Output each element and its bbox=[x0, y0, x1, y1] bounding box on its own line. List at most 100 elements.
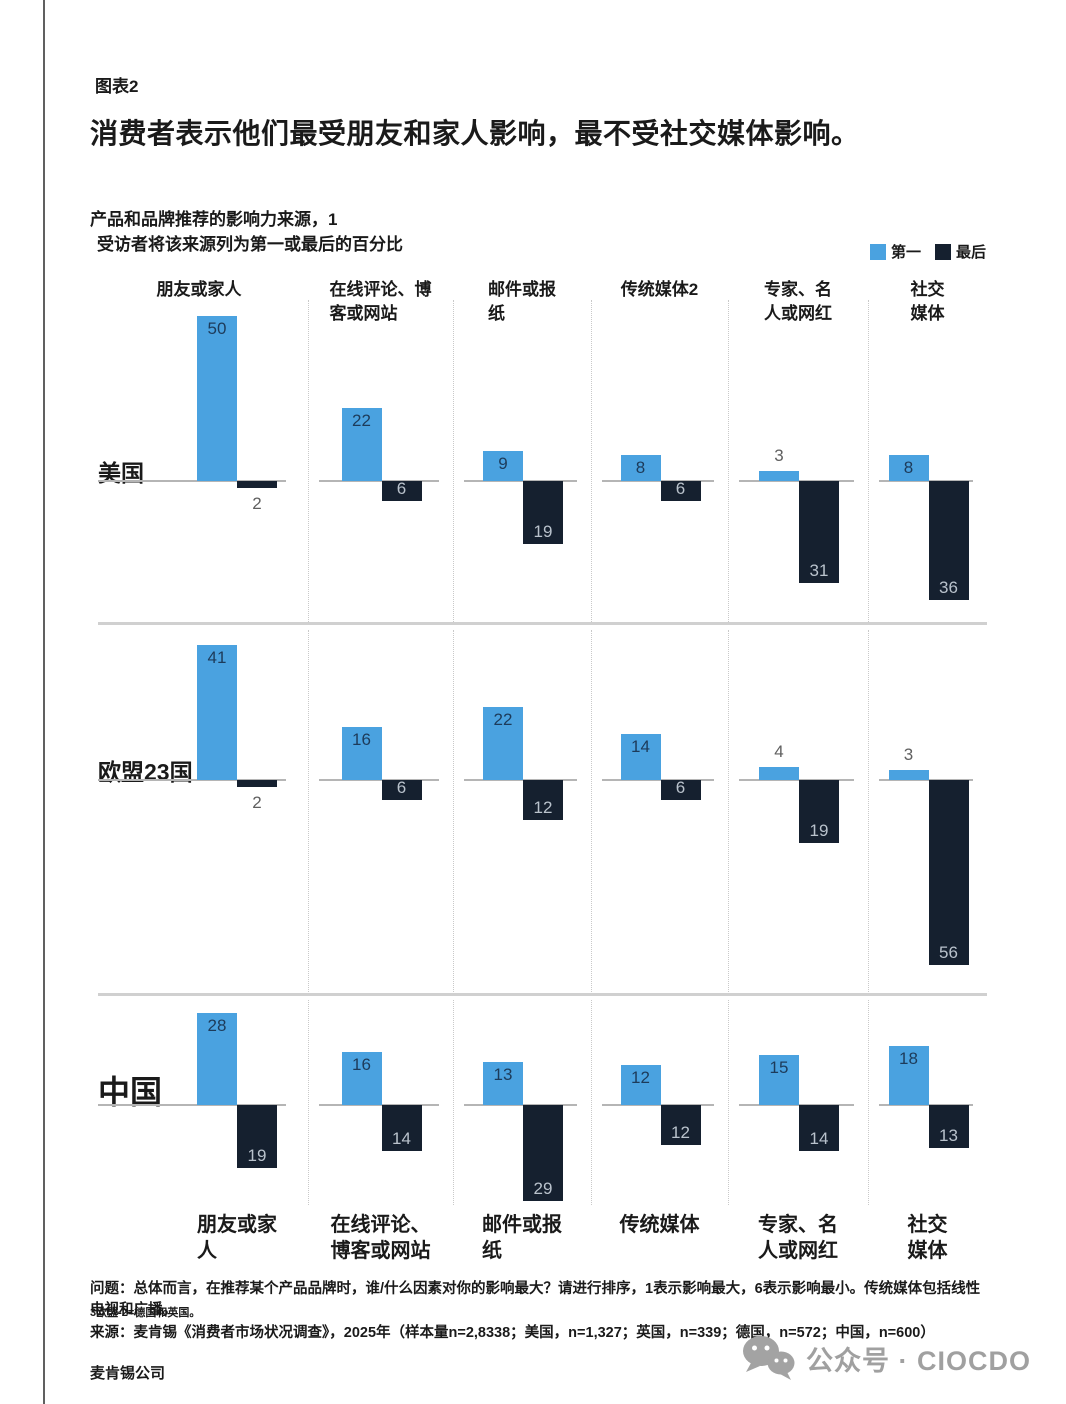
bottom-label-cell: 朋友或家 人 bbox=[98, 1206, 308, 1284]
value-label-first: 50 bbox=[207, 319, 227, 338]
axis-line bbox=[319, 480, 439, 482]
axis-line bbox=[879, 1104, 973, 1106]
value-label-last: 2 bbox=[252, 494, 262, 513]
value-label-last: 6 bbox=[675, 479, 686, 498]
chart-cell: 12 12 bbox=[591, 1000, 728, 1205]
legend-last-label: 最后 bbox=[956, 244, 987, 261]
bar-first: 8 bbox=[888, 455, 929, 481]
column-header: 朋友或家人 bbox=[156, 280, 242, 299]
row-separator bbox=[98, 622, 987, 625]
value-label-last: 13 bbox=[939, 1126, 958, 1145]
bar-last: 19 bbox=[799, 780, 839, 843]
company-name: 麦肯锡公司 bbox=[90, 1365, 166, 1382]
chart-cell: 9 19 bbox=[453, 300, 591, 622]
bar-last: 19 bbox=[523, 481, 563, 544]
wechat-icon bbox=[740, 1334, 796, 1382]
bottom-label-cell: 邮件或报 纸 bbox=[453, 1206, 591, 1284]
column-header: 在线评论、博 客或网站 bbox=[329, 280, 432, 323]
value-label-last: 6 bbox=[396, 479, 407, 498]
bar-first bbox=[888, 770, 929, 780]
axis-line bbox=[739, 480, 854, 482]
bar-last: 31 bbox=[799, 481, 839, 583]
bar-first bbox=[759, 767, 799, 780]
bar-first: 18 bbox=[888, 1046, 929, 1105]
chart-cell: 16 14 bbox=[308, 1000, 453, 1205]
bar-first: 16 bbox=[341, 727, 382, 780]
value-label-last: 19 bbox=[247, 1146, 267, 1165]
value-label-last: 12 bbox=[671, 1123, 690, 1142]
header-cell: 邮件或报 纸 bbox=[453, 276, 591, 338]
bar-last: 12 bbox=[523, 780, 563, 820]
axis-line bbox=[464, 779, 577, 781]
column-header: 邮件或报 纸 bbox=[488, 280, 556, 323]
bar-first: 9 bbox=[483, 451, 523, 481]
column-headers-bottom: 朋友或家 人 在线评论、 博客或网站 邮件或报 纸 传统媒体 专家、名 人或网红 社交 媒… bbox=[98, 1206, 987, 1284]
axis-line bbox=[879, 480, 973, 482]
chart-subtitle-line2: 受访者将该来源列为第一或最后的百分比 bbox=[97, 235, 403, 254]
chart-cell: 22 12 bbox=[453, 630, 591, 992]
bar-first: 50 bbox=[197, 316, 237, 481]
bar-first: 22 bbox=[341, 408, 382, 481]
bottom-label-cell: 专家、名 人或网红 bbox=[728, 1206, 868, 1284]
column-bottom-label: 邮件或报 纸 bbox=[482, 1214, 562, 1262]
column-bottom-label: 社交 媒体 bbox=[907, 1214, 948, 1262]
column-bottom-label: 朋友或家 人 bbox=[197, 1214, 277, 1262]
bar-last bbox=[237, 780, 277, 787]
bottom-label-cell: 传统媒体 bbox=[591, 1206, 728, 1284]
value-label-first: 15 bbox=[769, 1058, 789, 1077]
value-label-first: 16 bbox=[352, 730, 371, 749]
value-label-first: 16 bbox=[352, 1055, 371, 1074]
bar-first: 28 bbox=[197, 1013, 237, 1105]
bar-last: 6 bbox=[660, 479, 701, 501]
value-label-last: 29 bbox=[533, 1179, 553, 1198]
legend: 第一 最后 bbox=[870, 241, 986, 262]
value-label-last: 56 bbox=[939, 943, 958, 962]
chart-cell: 14 6 bbox=[591, 630, 728, 992]
value-label-last: 14 bbox=[392, 1129, 411, 1148]
chart-cell: 22 6 bbox=[308, 300, 453, 622]
chart-cell: 13 29 bbox=[453, 1000, 591, 1205]
bar-last: 12 bbox=[660, 1105, 701, 1145]
left-rule bbox=[43, 0, 45, 1404]
page-title: 消费者表示他们最受朋友和家人影响，最不受社交媒体影响。 bbox=[90, 118, 860, 149]
value-label-first: 8 bbox=[903, 458, 914, 477]
value-label-first: 18 bbox=[899, 1049, 918, 1068]
axis-line bbox=[879, 779, 973, 781]
value-label-first: 3 bbox=[903, 745, 914, 764]
bar-first: 13 bbox=[483, 1062, 523, 1105]
axis-line bbox=[602, 480, 714, 482]
wechat-badge: 公众号 · CIOCDO bbox=[740, 1334, 1031, 1382]
chart-cell: 56 3 bbox=[868, 630, 987, 992]
value-label-first: 3 bbox=[774, 446, 784, 465]
chart-row-3: 中国 28 19 16 14 13 29 12 12 15 14 18 13 bbox=[98, 1000, 987, 1205]
chart-cell: 8 36 bbox=[868, 300, 987, 622]
header-cell: 在线评论、博 客或网站 bbox=[308, 276, 453, 338]
footnote-question: 问题：总体而言，在推荐某个产品品牌时，谁/什么因素对你的影响最大？请进行排序，1… bbox=[90, 1281, 981, 1318]
value-label-first: 28 bbox=[207, 1016, 227, 1035]
value-label-last: 19 bbox=[533, 522, 553, 541]
value-label-last: 31 bbox=[809, 561, 829, 580]
chart-cell: 41 2 bbox=[98, 630, 308, 992]
bar-first: 14 bbox=[620, 734, 661, 780]
header-cell: 社交 媒体 bbox=[868, 276, 987, 338]
chart-cell: 15 14 bbox=[728, 1000, 868, 1205]
value-label-first: 14 bbox=[631, 737, 650, 756]
bar-last: 19 bbox=[237, 1105, 277, 1168]
axis-line bbox=[98, 779, 286, 781]
value-label-first: 22 bbox=[493, 710, 513, 729]
row-separator bbox=[98, 993, 987, 996]
chart-cell: 16 6 bbox=[308, 630, 453, 992]
chart-subtitle-line1: 产品和品牌推荐的影响力来源，1 bbox=[90, 210, 338, 229]
column-header: 社交 媒体 bbox=[910, 280, 945, 323]
bar-last: 36 bbox=[928, 481, 969, 600]
axis-line bbox=[739, 779, 854, 781]
column-headers-top: 朋友或家人 在线评论、博 客或网站 邮件或报 纸 传统媒体2 专家、名 人或网红 社交 媒… bbox=[98, 276, 987, 338]
value-label-first: 4 bbox=[774, 742, 784, 761]
bar-last: 56 bbox=[928, 780, 969, 965]
chart-cell: 18 13 bbox=[868, 1000, 987, 1205]
value-label-first: 9 bbox=[498, 454, 508, 473]
bar-first: 16 bbox=[341, 1052, 382, 1105]
column-header: 传统媒体2 bbox=[620, 280, 699, 299]
